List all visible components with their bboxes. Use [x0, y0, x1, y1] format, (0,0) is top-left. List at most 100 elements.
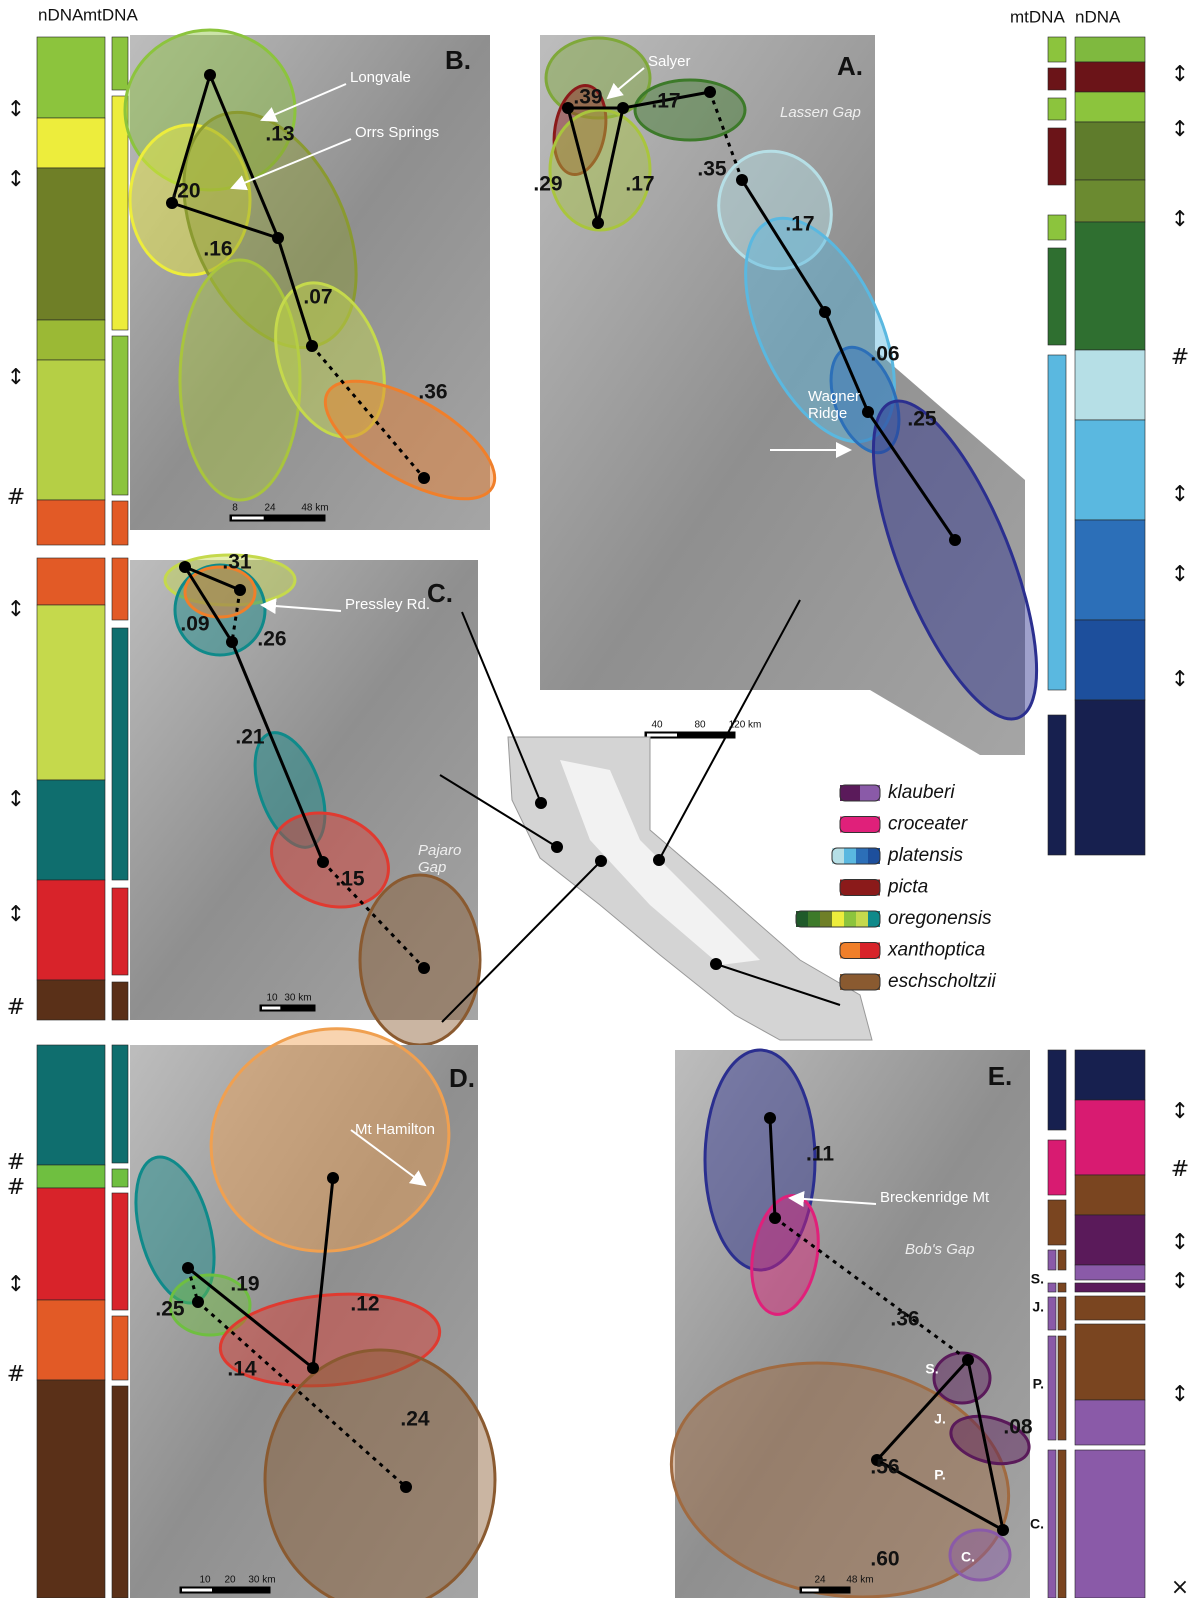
place-label: Bob's Gap [905, 1241, 975, 1258]
legend-label: croceater [888, 814, 968, 835]
network-node [204, 69, 216, 81]
column-mark: ↕ [7, 1272, 25, 1297]
range-region [265, 1350, 495, 1598]
structure-bar [1075, 180, 1145, 222]
structure-bar [1058, 1450, 1066, 1598]
legend-swatch [860, 943, 880, 959]
structure-bar [1075, 350, 1145, 420]
column-mark: ↕ [1171, 207, 1189, 232]
structure-bar [1075, 1265, 1145, 1280]
structure-bar [1058, 1283, 1066, 1292]
place-label: Pajaro Gap [418, 842, 480, 876]
column-mark: ↕ [1171, 62, 1189, 87]
distance-label: .26 [257, 628, 286, 651]
place-label: Breckenridge Mt [880, 1189, 990, 1206]
column-mark: # [7, 1362, 25, 1387]
structure-bar [112, 982, 128, 1020]
structure-bar [1048, 1050, 1066, 1130]
overview-site [653, 854, 665, 866]
legend-swatch [840, 817, 880, 833]
legend-swatch [832, 911, 844, 927]
network-node [182, 1262, 194, 1274]
place-label: Lassen Gap [780, 104, 861, 121]
legend-swatch [844, 848, 856, 864]
legend-label: eschscholtzii [888, 971, 996, 992]
panel-letter: C. [427, 578, 453, 608]
site-label: C. [961, 1549, 975, 1565]
scale-label: 48 km [846, 1575, 873, 1586]
structure-bar [112, 888, 128, 975]
structure-bar [37, 880, 105, 980]
distance-label: .36 [890, 1308, 919, 1331]
place-label: Mt Hamilton [355, 1121, 435, 1138]
column-header: mtDNA [1010, 7, 1065, 26]
distance-label: .20 [171, 180, 200, 203]
scale-bar [647, 734, 677, 737]
scale-label: 20 [224, 1575, 236, 1586]
column-mark: # [7, 485, 25, 510]
distance-label: .21 [235, 726, 265, 749]
structure-bar [37, 1188, 105, 1300]
structure-bar [112, 1193, 128, 1310]
scale-label: 24 [264, 503, 276, 514]
structure-bar [1075, 92, 1145, 122]
column-mark: ↕ [1171, 1269, 1189, 1294]
structure-bar [37, 780, 105, 880]
overview-site [710, 958, 722, 970]
structure-bar [1075, 1050, 1145, 1100]
legend-label: oregonensis [888, 908, 992, 929]
side-label: J. [1032, 1299, 1044, 1315]
distance-label: .08 [1003, 1416, 1033, 1439]
structure-bar [1048, 1450, 1056, 1598]
structure-bar [112, 37, 128, 90]
legend-label: klauberi [888, 782, 955, 803]
legend-label: xanthoptica [887, 940, 985, 961]
distance-label: .09 [180, 613, 209, 636]
scale-label: 10 [266, 993, 278, 1004]
structure-bar [1075, 420, 1145, 520]
network-node [418, 472, 430, 484]
scale-label: 48 km [301, 503, 328, 514]
structure-bar [37, 360, 105, 500]
network-node [617, 102, 629, 114]
structure-bar [1075, 37, 1145, 62]
network-node [192, 1296, 204, 1308]
network-node [234, 584, 246, 596]
network-node [306, 340, 318, 352]
overview-site [595, 855, 607, 867]
place-label: Longvale [350, 69, 411, 86]
distance-label: .60 [870, 1548, 899, 1571]
network-node [962, 1354, 974, 1366]
structure-bar [37, 320, 105, 360]
scale-label: 80 [694, 720, 706, 731]
distance-label: .17 [785, 213, 814, 236]
network-node [704, 86, 716, 98]
network-node [819, 306, 831, 318]
network-node [179, 561, 191, 573]
distance-label: .29 [533, 173, 562, 196]
structure-bar [37, 1165, 105, 1188]
structure-bar [1075, 1450, 1145, 1598]
column-header: nDNA [1075, 7, 1121, 26]
side-label: S. [1031, 1271, 1044, 1287]
column-mark: ↕ [1171, 1230, 1189, 1255]
column-mark: ↕ [7, 597, 25, 622]
panel-letter: B. [445, 45, 471, 75]
structure-bar [1048, 68, 1066, 90]
structure-bar [1048, 1140, 1066, 1195]
structure-bar [112, 336, 128, 495]
structure-bar [37, 605, 105, 780]
place-label: Pressley Rd. [345, 596, 430, 613]
structure-bar [1075, 62, 1145, 92]
distance-label: .17 [625, 173, 654, 196]
structure-bar [1048, 98, 1066, 120]
structure-bar [1075, 1324, 1145, 1400]
column-mark: # [7, 1175, 25, 1200]
structure-bar [37, 168, 105, 320]
scale-bar [802, 1589, 819, 1592]
legend-swatch [844, 911, 856, 927]
structure-bar [1058, 1297, 1066, 1330]
overview-site [551, 841, 563, 853]
structure-bar [1075, 520, 1145, 620]
structure-bar [1075, 1283, 1145, 1292]
